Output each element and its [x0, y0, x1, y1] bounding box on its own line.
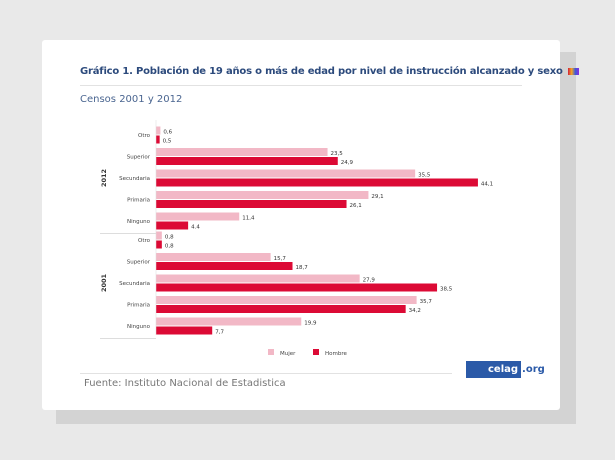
- data-label: 0,6: [163, 130, 172, 136]
- bar-hombre: [156, 326, 213, 335]
- flag-icon: [567, 67, 579, 75]
- bar-mujer: [156, 231, 162, 240]
- category-label: Primaria: [127, 303, 150, 309]
- legend-swatch-mujer: [268, 349, 274, 355]
- chart-subtitle: Censos 2001 y 2012: [80, 94, 183, 105]
- data-label: 15,7: [274, 256, 287, 262]
- bar-hombre: [156, 283, 438, 292]
- bar-mujer: [156, 253, 271, 261]
- data-label: 0,8: [165, 244, 174, 250]
- data-label: 7,7: [215, 330, 224, 336]
- legend-swatch-hombre: [313, 349, 319, 355]
- data-label: 18,7: [296, 265, 309, 271]
- bar-mujer: [156, 296, 417, 304]
- bar-hombre: [156, 135, 160, 144]
- year-label: 2012: [100, 169, 108, 187]
- data-label: 0,5: [163, 139, 172, 145]
- data-label: 4.4: [191, 225, 200, 231]
- data-label: 11,4: [242, 216, 255, 222]
- legend-label-mujer: Mujer: [280, 351, 296, 357]
- legend-label-hombre: Hombre: [325, 351, 347, 357]
- bar-hombre: [156, 262, 293, 270]
- data-label: 26,1: [350, 203, 362, 209]
- logo-main: celag: [466, 360, 522, 378]
- chart-title: Gráfico 1. Población de 19 años o más de…: [80, 66, 579, 77]
- bar-mujer: [156, 126, 161, 135]
- data-label: 27,9: [363, 278, 376, 284]
- data-label: 19,9: [304, 321, 317, 327]
- category-label: Superior: [127, 155, 151, 161]
- bar-mujer: [156, 191, 369, 199]
- bar-mujer: [156, 169, 416, 178]
- category-label: Secundaria: [119, 176, 150, 182]
- title-text: Gráfico 1. Población de 19 años o más de…: [80, 66, 563, 77]
- source-note: Fuente: Instituto Nacional de Estadistic…: [84, 378, 286, 389]
- data-label: 38,5: [440, 287, 453, 293]
- bar-hombre: [156, 200, 347, 208]
- bar-mujer: [156, 317, 302, 326]
- data-label: 23,5: [331, 151, 344, 157]
- category-label: Secundaria: [119, 281, 150, 287]
- bar-hombre: [156, 305, 406, 313]
- category-label: Otro: [138, 133, 151, 139]
- category-label: Primaria: [127, 198, 150, 204]
- category-label: Superior: [127, 260, 151, 266]
- divider: [80, 85, 522, 86]
- category-label: Ninguno: [127, 219, 151, 225]
- data-label: 24,9: [341, 160, 354, 166]
- divider: [80, 373, 452, 374]
- data-label: 44,1: [481, 182, 493, 188]
- bar-hombre: [156, 157, 338, 165]
- data-label: 35,7: [420, 299, 433, 305]
- data-label: 29,1: [371, 194, 383, 200]
- category-label: Ninguno: [127, 324, 151, 330]
- bar-mujer: [156, 274, 360, 283]
- category-label: Otro: [138, 238, 151, 244]
- bar-mujer: [156, 212, 240, 221]
- year-label: 2001: [100, 273, 108, 292]
- bar-mujer: [156, 148, 328, 156]
- bar-hombre: [156, 178, 478, 187]
- bar-hombre: [156, 240, 162, 249]
- celag-logo[interactable]: celag .org: [466, 360, 545, 378]
- data-label: 34,2: [409, 308, 421, 314]
- chart-card: Gráfico 1. Población de 19 años o más de…: [42, 40, 579, 410]
- bar-hombre: [156, 221, 189, 230]
- data-label: 0,8: [165, 235, 174, 241]
- data-label: 35,5: [418, 173, 431, 179]
- logo-suffix: .org: [522, 363, 545, 375]
